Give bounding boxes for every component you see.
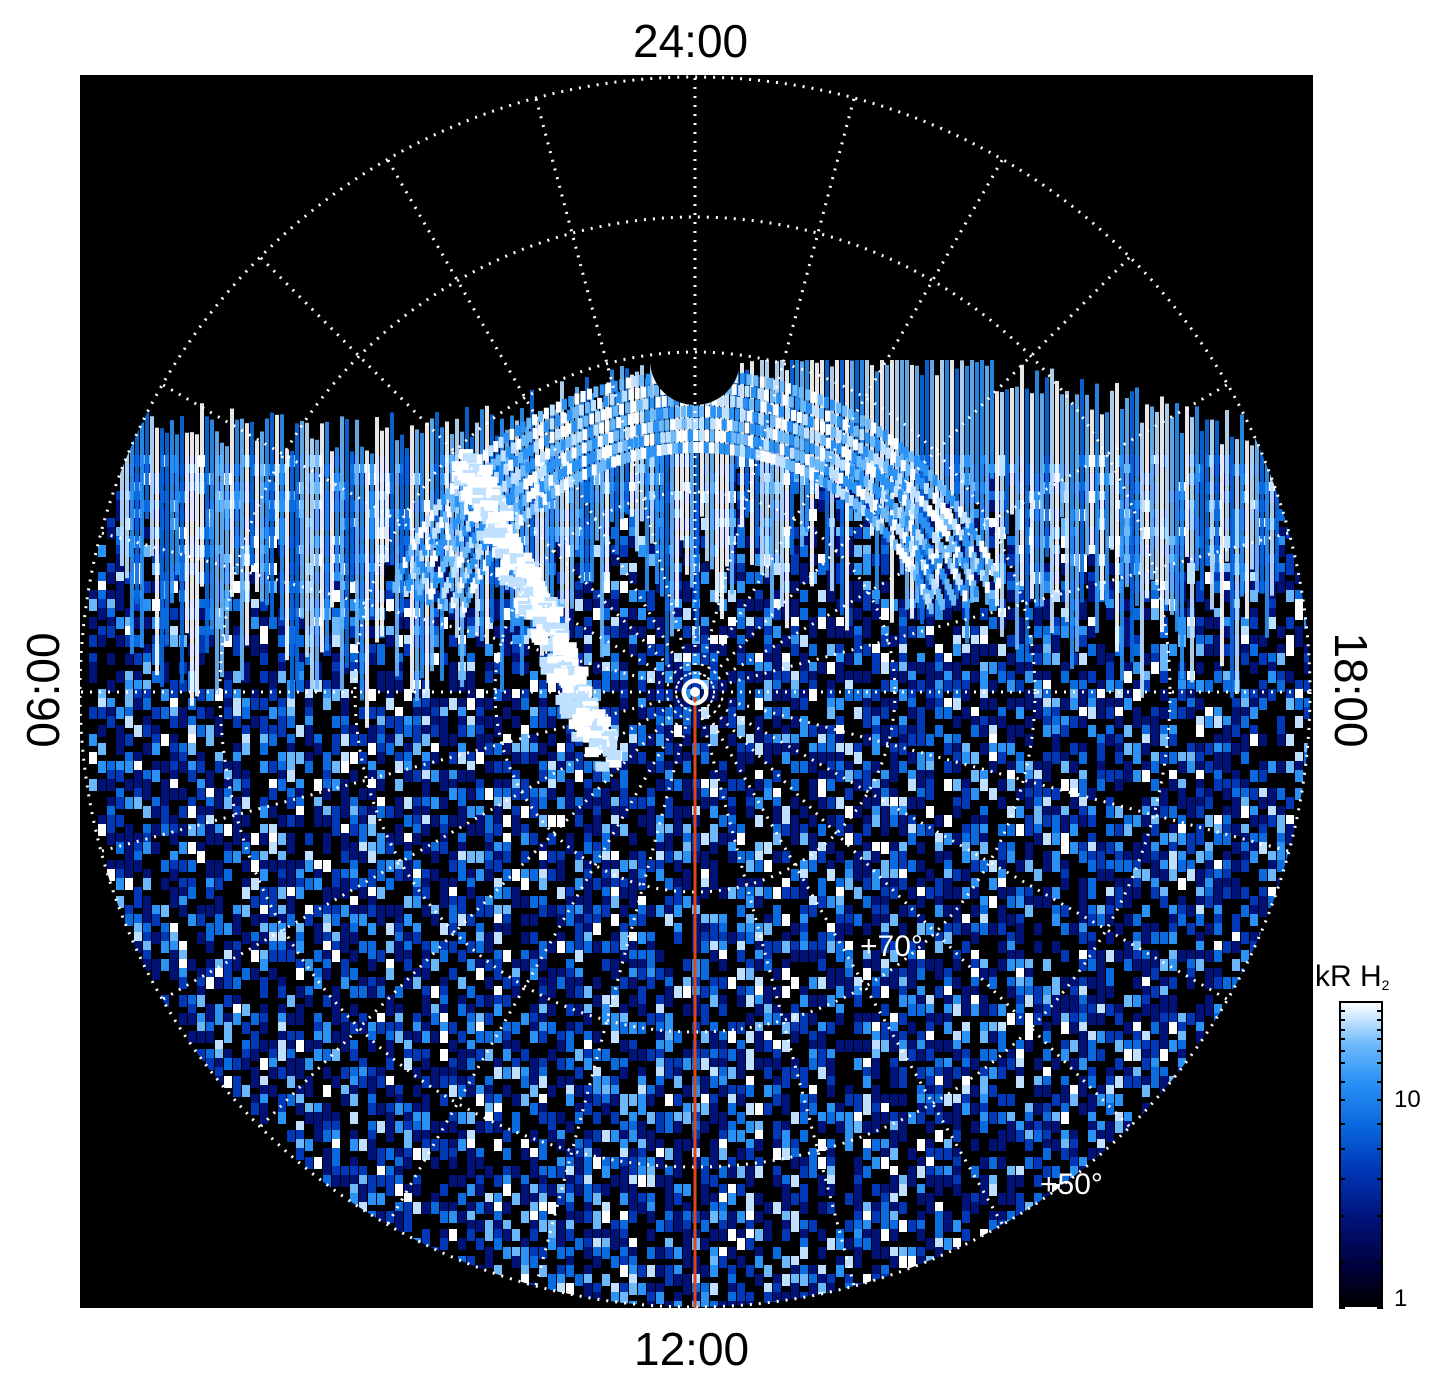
colorbar-tick-mark <box>1339 1178 1345 1181</box>
colorbar-tick-mark <box>1377 1010 1383 1013</box>
pole-marker-outer <box>681 678 709 706</box>
dusk-label-text: 18:00 <box>1325 632 1377 748</box>
colorbar-tick-mark <box>1339 1010 1345 1013</box>
colorbar-tick-1: 1 <box>1394 1285 1408 1312</box>
colorbar-tick-mark <box>1339 1307 1345 1309</box>
colorbar-tick-mark <box>1339 1147 1345 1150</box>
colorbar-title-subscript: 2 <box>1381 977 1390 993</box>
colorbar-tick-mark <box>1339 1215 1345 1218</box>
latitude-label-50: +50° <box>1040 1168 1103 1201</box>
local-time-label-dawn: 06:00 <box>17 632 69 747</box>
colorbar-tick-mark <box>1377 1261 1383 1264</box>
colorbar-tick-mark <box>1339 1098 1345 1101</box>
polar-map-canvas <box>80 75 1312 1308</box>
colorbar-tick-mark <box>1339 1261 1345 1264</box>
colorbar-tick-mark <box>1377 1098 1383 1101</box>
dawn-label-text: 06:00 <box>17 632 69 748</box>
colorbar-tick-mark <box>1339 1037 1345 1040</box>
colorbar-tick-mark <box>1339 1062 1345 1065</box>
colorbar-tick-mark <box>1377 1037 1383 1040</box>
local-time-label-midnight: 24:00 <box>633 15 749 67</box>
colorbar-title-main: kR H <box>1315 960 1382 993</box>
colorbar-tick-mark <box>1377 1019 1383 1022</box>
lat-lon-grid <box>80 75 1312 1308</box>
colorbar-tick-mark <box>1339 1019 1345 1022</box>
colorbar-tick-mark <box>1377 1028 1383 1031</box>
latitude-label-70: +70° <box>860 930 923 963</box>
colorbar-title: kR H2 <box>1315 960 1390 993</box>
pole-marker-inner <box>690 687 700 697</box>
colorbar-tick-mark <box>1339 1028 1345 1031</box>
colorbar-tick-mark <box>1339 1123 1345 1126</box>
colorbar <box>1339 1001 1383 1307</box>
colorbar-tick-mark <box>1377 1215 1383 1218</box>
colorbar-tick-mark <box>1377 1178 1383 1181</box>
colorbar-tick-mark <box>1377 1049 1383 1052</box>
local-time-label-dusk: 18:00 <box>1325 632 1377 747</box>
colorbar-tick-mark <box>1339 1080 1345 1083</box>
colorbar-tick-10: 10 <box>1394 1086 1421 1113</box>
colorbar-tick-mark <box>1377 1062 1383 1065</box>
colorbar-tick-mark <box>1339 1049 1345 1052</box>
colorbar-tick-mark <box>1377 1147 1383 1150</box>
colorbar-tick-mark <box>1377 1080 1383 1083</box>
colorbar-tick-mark <box>1377 1307 1383 1309</box>
local-time-label-noon: 12:00 <box>634 1323 750 1375</box>
colorbar-tick-mark <box>1377 1123 1383 1126</box>
polar-projection-map: +70° +50° <box>80 75 1313 1308</box>
